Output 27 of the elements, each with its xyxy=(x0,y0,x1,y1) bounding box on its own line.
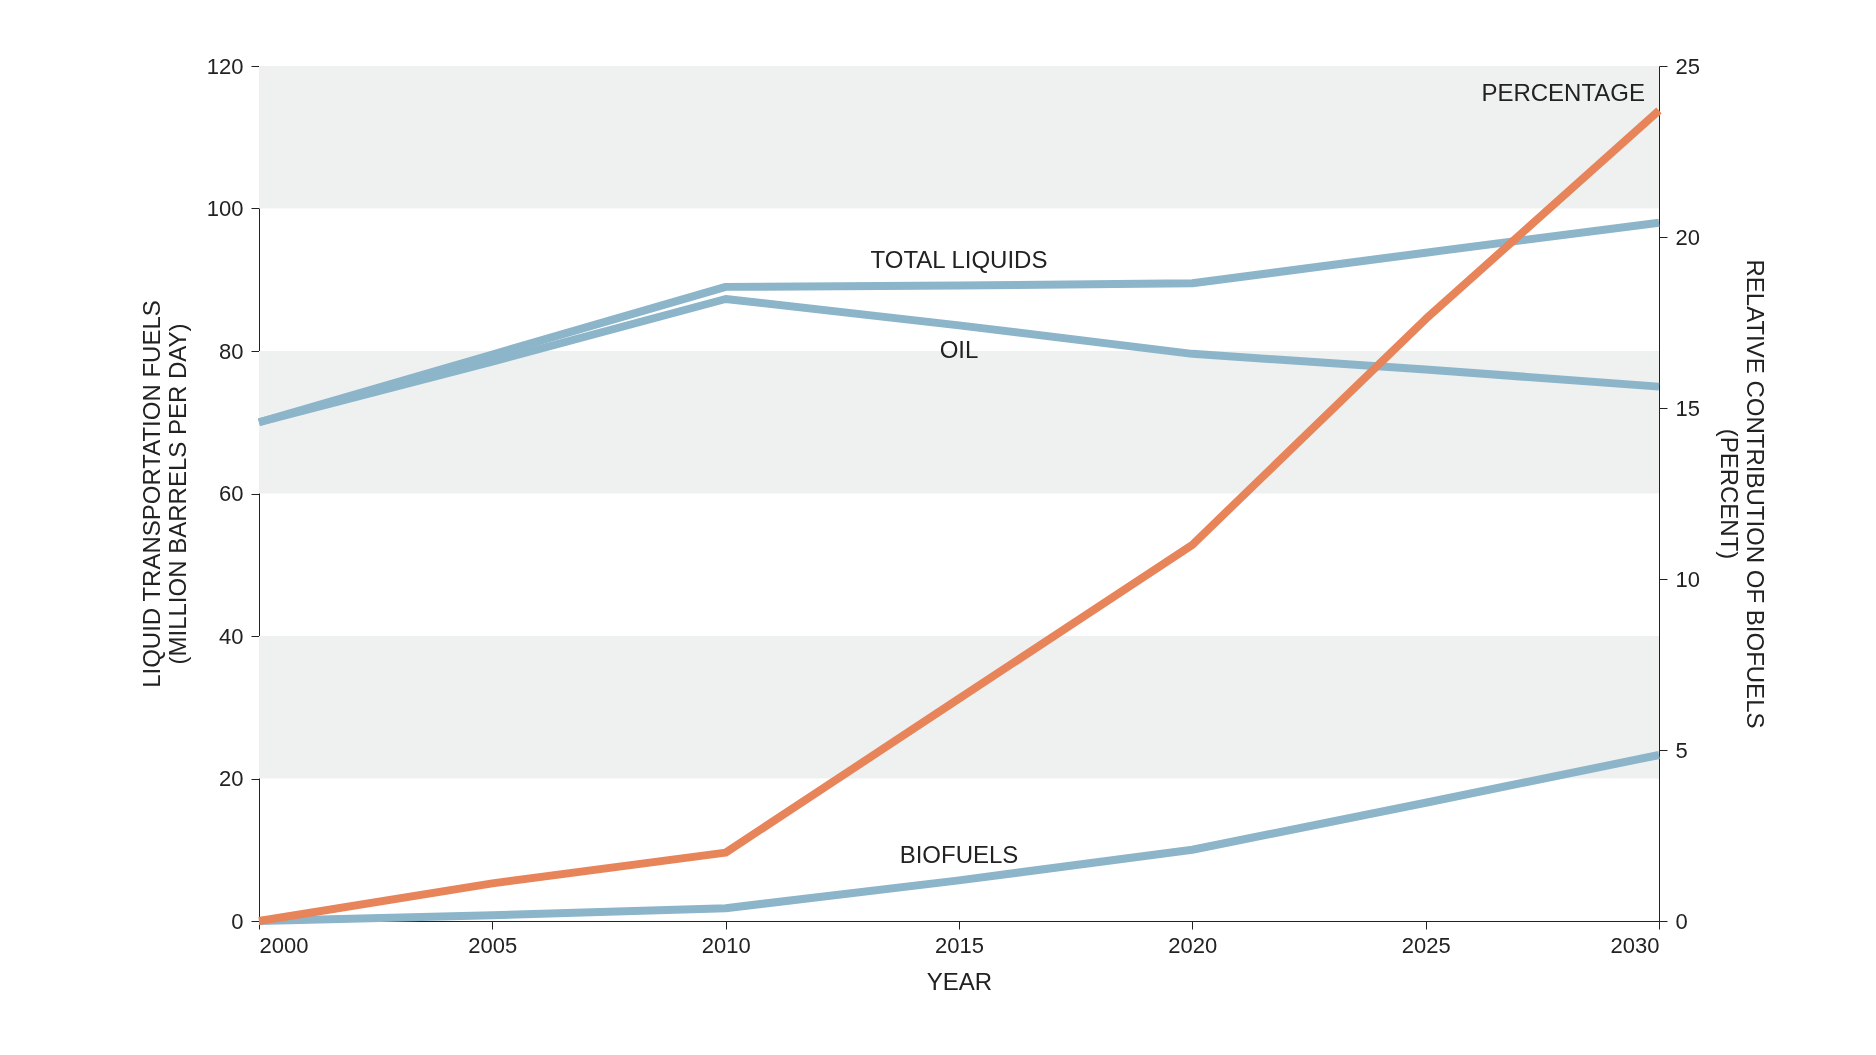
series-label: TOTAL LIQUIDS xyxy=(870,246,1048,274)
y2-tick-label: 10 xyxy=(1675,566,1700,592)
x-axis-title: YEAR xyxy=(926,967,993,995)
x-tick-label: 2025 xyxy=(1401,932,1451,958)
y-tick-label: 100 xyxy=(206,196,244,221)
series-label: BIOFUELS xyxy=(899,841,1019,869)
y2-axis-title: RELATIVE CONTRIBUTION OF BIOFUELS (PERCENT) xyxy=(1715,259,1769,729)
x-tick-label: 2000 xyxy=(259,932,309,958)
series-label: OIL xyxy=(939,336,979,364)
x-tick-label: 2030 xyxy=(1610,932,1660,958)
y2-tick-label: 5 xyxy=(1675,737,1688,763)
x-tick-label: 2005 xyxy=(468,932,518,958)
y-tick-label: 0 xyxy=(231,908,244,934)
y2-tick-label: 15 xyxy=(1675,395,1700,421)
y-axis-title: LIQUID TRANSPORTATION FUELS (MILLION BARRELS PER DAY) xyxy=(137,300,191,688)
y-tick-label: 40 xyxy=(219,623,244,649)
x-tick-label: 2020 xyxy=(1168,932,1218,958)
y-tick-label: 20 xyxy=(219,766,244,791)
y2-tick-label: 20 xyxy=(1675,224,1700,250)
y-tick-label: 120 xyxy=(206,53,244,79)
y2-tick-label: 25 xyxy=(1675,53,1700,79)
y2-tick-label: 0 xyxy=(1675,908,1688,934)
y-tick-label: 60 xyxy=(219,481,244,506)
series-label: PERCENTAGE xyxy=(1481,79,1645,107)
y-tick-label: 80 xyxy=(219,338,244,364)
x-tick-label: 2010 xyxy=(701,932,751,958)
x-tick-label: 2015 xyxy=(935,932,984,958)
